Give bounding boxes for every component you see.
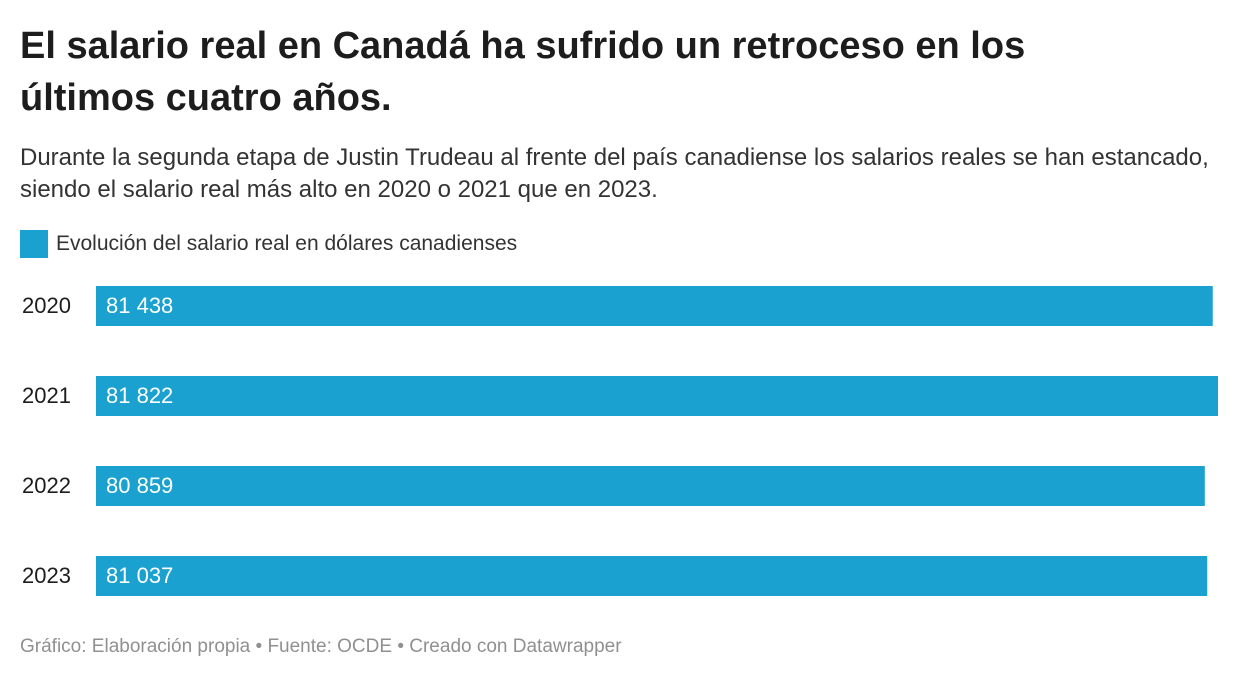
chart-title: El salario real en Canadá ha sufrido un … [20,25,1026,119]
value-label: 81 037 [106,563,173,588]
bar [96,286,1213,326]
y-tick-label: 2023 [22,563,71,588]
value-label: 80 859 [106,473,173,498]
y-tick-label: 2021 [22,383,71,408]
legend-label: Evolución del salario real en dólares ca… [56,232,518,255]
bar [96,376,1218,416]
value-label: 81 822 [106,383,173,408]
legend-swatch [20,230,48,258]
bar [96,556,1208,596]
chart-subtitle: Durante la segunda etapa de Justin Trude… [20,144,1209,203]
chart: 2020 81 438 2021 81 822 2022 80 859 2023 81 037 [22,286,1218,596]
y-tick-label: 2022 [22,473,71,498]
value-label: 81 438 [106,293,173,318]
y-tick-label: 2020 [22,293,71,318]
bar [96,466,1205,506]
source-note: Gráfico: Elaboración propia • Fuente: OC… [20,636,622,657]
legend: Evolución del salario real en dólares ca… [20,230,517,258]
